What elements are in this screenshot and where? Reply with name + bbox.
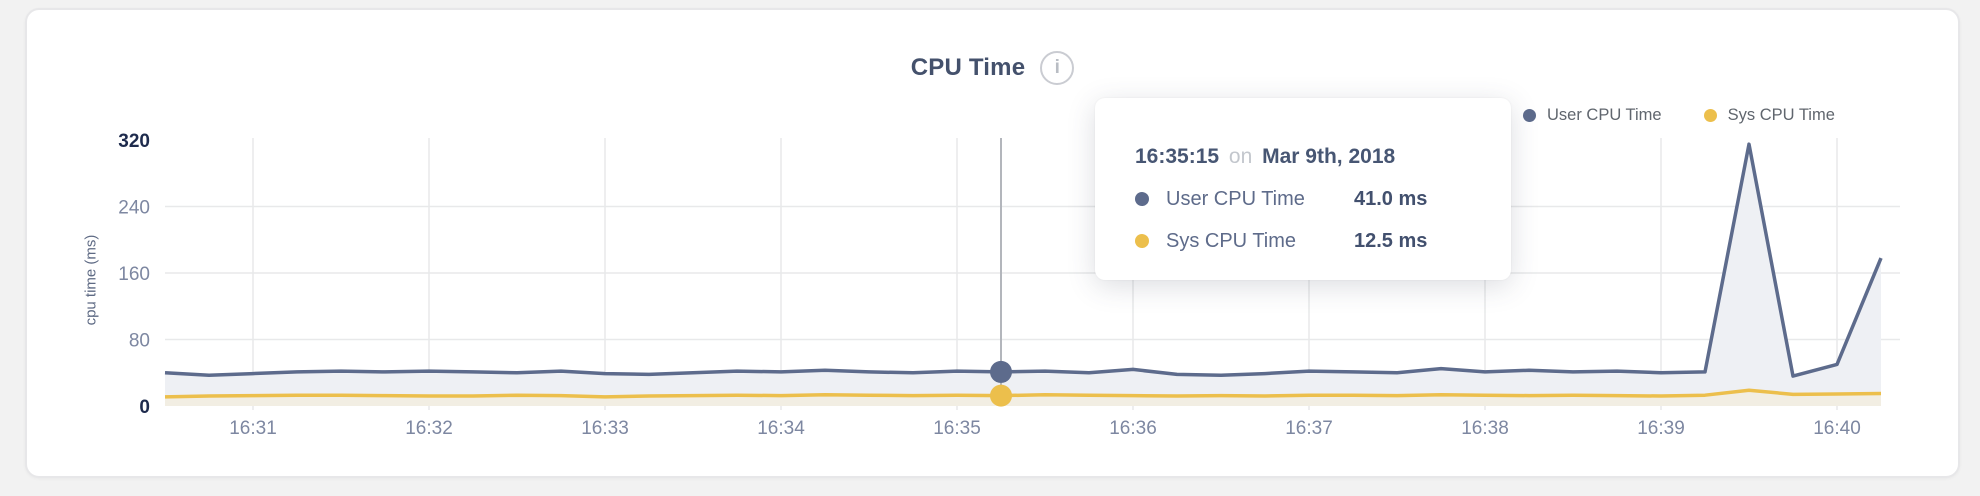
x-tick-label: 16:38	[1461, 418, 1509, 439]
tooltip-series-value: 41.0 ms	[1354, 187, 1428, 210]
legend-item-sys-cpu-time[interactable]: Sys CPU Time	[1703, 106, 1835, 125]
legend: User CPU Time Sys CPU Time	[1523, 106, 1835, 125]
y-tick-label: 160	[118, 264, 150, 285]
tooltip-date: Mar 9th, 2018	[1262, 145, 1396, 168]
x-tick-label: 16:37	[1285, 418, 1333, 439]
user-highlight-dot	[990, 360, 1012, 383]
x-tick-label: 16:31	[229, 418, 277, 439]
sys-highlight-dot	[990, 384, 1012, 407]
info-icon-glyph: i	[1054, 57, 1060, 78]
page-title: CPU Time	[910, 54, 1026, 81]
tooltip-series-label: Sys CPU Time	[1166, 229, 1297, 252]
sys-cpu-series-dot-icon	[1135, 234, 1149, 248]
tooltip-row-sys: Sys CPU Time 12.5 ms	[1135, 228, 1511, 254]
info-icon[interactable]: i	[1040, 51, 1075, 85]
sys-cpu-series-dot-icon	[1703, 109, 1717, 122]
sys-cpu-line	[164, 388, 1882, 399]
x-tick-label: 16:40	[1813, 418, 1861, 439]
sys-cpu-area	[165, 390, 1881, 406]
legend-label: Sys CPU Time	[1727, 106, 1835, 124]
legend-item-user-cpu-time[interactable]: User CPU Time	[1523, 106, 1662, 125]
chart-header: CPU Time i	[27, 50, 1958, 86]
x-tick-label: 16:39	[1637, 418, 1685, 439]
x-tick-label: 16:33	[581, 418, 629, 439]
user-cpu-series-dot-icon	[1523, 109, 1536, 122]
tooltip-series-value: 12.5 ms	[1354, 229, 1428, 252]
x-tick-label: 16:35	[933, 418, 981, 439]
x-tick-label: 16:36	[1109, 418, 1157, 439]
y-tick-label: 0	[139, 397, 150, 418]
tooltip-connector: on	[1228, 145, 1253, 168]
user-cpu-area	[165, 144, 1881, 406]
tooltip-time: 16:35:15	[1135, 145, 1220, 168]
tooltip-series-label: User CPU Time	[1166, 187, 1305, 210]
legend-label: User CPU Time	[1547, 106, 1662, 124]
y-tick-label: 320	[118, 131, 150, 152]
x-tick-label: 16:34	[757, 418, 805, 439]
x-tick-label: 16:32	[405, 418, 453, 439]
tooltip-header: 16:35:15 on Mar 9th, 2018	[1135, 144, 1511, 170]
y-tick-label: 80	[129, 331, 150, 352]
y-tick-label: 240	[118, 198, 150, 219]
tooltip-row-user: User CPU Time 41.0 ms	[1135, 186, 1511, 212]
user-cpu-line	[164, 142, 1883, 378]
y-axis-title: cpu time (ms)	[82, 234, 100, 326]
chart-tooltip: 16:35:15 on Mar 9th, 2018 User CPU Time …	[1095, 98, 1511, 280]
user-cpu-series-dot-icon	[1135, 192, 1149, 206]
